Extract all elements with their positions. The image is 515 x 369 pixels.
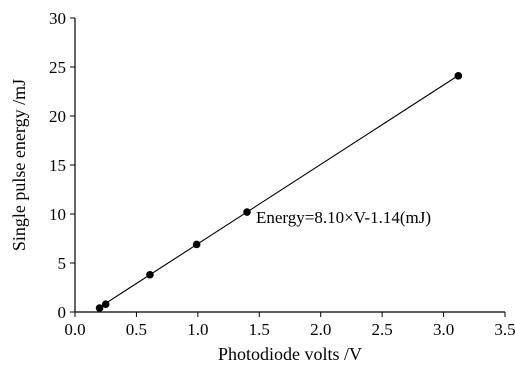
y-tick-label: 20 — [49, 107, 66, 126]
y-axis-title: Single pulse energy /mJ — [9, 79, 29, 251]
x-tick-label: 0.0 — [64, 320, 85, 339]
ticks: 0.0 0.5 1.0 1.5 2.0 2.5 3.0 3.5 0 5 10 15 20 25 30 — [49, 9, 515, 339]
x-tick-label: 3.5 — [494, 320, 515, 339]
x-tick-label: 2.5 — [372, 320, 393, 339]
y-tick-label: 15 — [49, 156, 66, 175]
y-tick-label: 0 — [58, 303, 67, 322]
fit-line — [99, 75, 459, 308]
axes — [74, 18, 505, 313]
y-tick-label: 25 — [49, 58, 66, 77]
data-point — [454, 72, 463, 80]
y-tick-label: 30 — [49, 9, 66, 28]
y-tick-label: 5 — [58, 254, 67, 273]
x-tick-label: 2.0 — [310, 320, 331, 339]
data-point — [243, 208, 251, 216]
x-tick-label: 0.5 — [126, 320, 147, 339]
x-tick-label: 3.0 — [433, 320, 454, 339]
data-points — [95, 72, 463, 312]
data-point — [146, 270, 154, 279]
x-axis-title: Photodiode volts /V — [218, 344, 362, 364]
x-tick-label: 1.5 — [249, 320, 270, 339]
data-point — [101, 300, 110, 308]
fit-equation-annotation: Energy=8.10×V-1.14(mJ) — [256, 208, 431, 227]
x-tick-label: 1.0 — [187, 320, 208, 339]
data-point — [95, 304, 104, 312]
fit-line-group — [99, 75, 459, 308]
y-tick-label: 10 — [49, 205, 66, 224]
data-point — [192, 240, 201, 249]
